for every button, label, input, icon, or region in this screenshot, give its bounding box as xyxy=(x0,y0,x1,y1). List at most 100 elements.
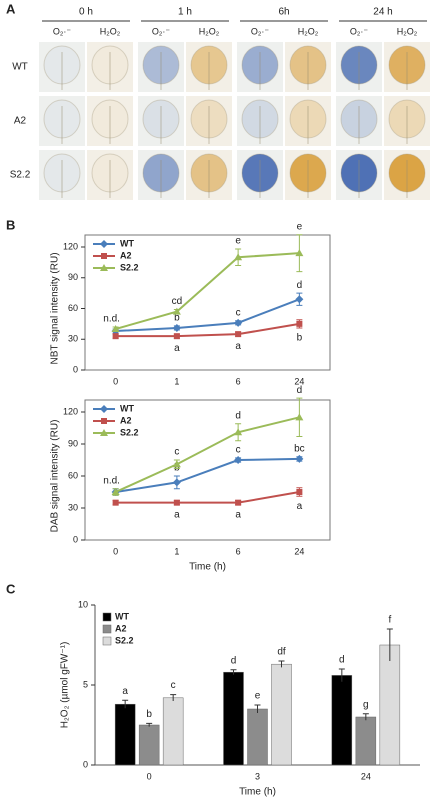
x-tick-label: 24 xyxy=(361,771,371,781)
significance-letter: e xyxy=(297,221,303,232)
x-tick-label: 6 xyxy=(236,546,241,556)
x-tick-label: 3 xyxy=(255,771,260,781)
significance-letter: cd xyxy=(172,296,183,307)
error-bar xyxy=(338,668,345,682)
error-bar xyxy=(146,722,153,727)
marker xyxy=(112,333,119,340)
marker xyxy=(172,307,181,315)
x-tick-label: 0 xyxy=(113,546,118,556)
marker xyxy=(172,323,181,332)
bar xyxy=(247,708,268,766)
legend-swatch xyxy=(102,636,112,646)
significance-letter: e xyxy=(235,236,241,247)
marker xyxy=(172,478,181,487)
marker xyxy=(111,488,120,495)
legend-marker xyxy=(100,405,108,413)
row-label: WT xyxy=(12,62,28,73)
series-line xyxy=(115,252,300,330)
y-axis-title: H₂O₂ (µmol gFW⁻¹) xyxy=(60,642,71,729)
marker xyxy=(296,489,303,495)
row-label: A2 xyxy=(14,116,27,127)
x-tick-label: 6 xyxy=(236,376,241,386)
legend-marker xyxy=(101,418,107,424)
marker xyxy=(235,499,242,506)
significance-letter: d xyxy=(297,280,303,291)
bar xyxy=(223,671,244,766)
legend-label: WT xyxy=(115,611,129,621)
y-tick-label: 0 xyxy=(73,364,78,374)
marker xyxy=(296,320,303,327)
stain-label: H₂O₂ xyxy=(100,26,121,36)
significance-letter: a xyxy=(235,509,241,520)
y-tick-label: 90 xyxy=(68,272,78,282)
y-tick-label: 30 xyxy=(68,334,78,344)
x-tick-label: 0 xyxy=(113,376,118,386)
legend-swatch xyxy=(102,624,112,634)
marker xyxy=(295,295,304,304)
x-axis-title: Time (h) xyxy=(239,787,276,797)
legend-label: A2 xyxy=(115,623,127,633)
time-header: 24 h xyxy=(373,7,392,18)
marker xyxy=(111,325,120,332)
stain-label: H₂O₂ xyxy=(199,26,220,36)
legend-label: A2 xyxy=(120,250,132,260)
significance-letter: d xyxy=(297,385,303,396)
significance-letter: d xyxy=(231,655,237,666)
marker xyxy=(234,428,243,436)
series-line xyxy=(115,491,300,504)
x-tick-label: 1 xyxy=(174,376,179,386)
error-bar xyxy=(254,704,261,713)
stain-label: O₂·⁻ xyxy=(251,26,269,36)
significance-letter: c xyxy=(236,307,241,318)
error-bar xyxy=(386,628,393,661)
plot-frame xyxy=(84,399,331,541)
series-line xyxy=(115,298,300,333)
significance-letter: a xyxy=(235,341,241,352)
series-line xyxy=(115,416,300,493)
y-tick-label: 120 xyxy=(63,406,78,416)
y-axis-title: DAB signal intensity (RU) xyxy=(50,420,61,533)
stain-label: O₂·⁻ xyxy=(152,26,170,36)
legend-marker xyxy=(100,264,108,271)
bar xyxy=(162,697,184,766)
legend-label: A2 xyxy=(120,415,132,425)
marker xyxy=(173,333,180,340)
y-tick-label: 0 xyxy=(83,759,88,769)
significance-letter: e xyxy=(255,691,261,702)
error-bar xyxy=(278,660,285,668)
significance-letter: b xyxy=(297,333,303,344)
legend-label: S2.2 xyxy=(115,635,134,645)
time-header: 0 h xyxy=(79,7,93,18)
significance-letter: c xyxy=(236,445,241,456)
legend-marker xyxy=(100,240,108,248)
marker xyxy=(112,499,119,506)
error-bar xyxy=(170,694,177,701)
bar xyxy=(138,724,160,766)
marker xyxy=(235,331,242,338)
stain-label: O₂·⁻ xyxy=(53,26,71,36)
significance-letter: d xyxy=(235,410,241,421)
y-tick-label: 5 xyxy=(83,679,88,689)
stain-label: H₂O₂ xyxy=(397,26,418,36)
legend-label: WT xyxy=(120,238,134,248)
significance-letter: n.d. xyxy=(103,475,120,486)
y-tick-label: 60 xyxy=(68,303,78,313)
x-tick-label: 24 xyxy=(294,376,304,386)
marker xyxy=(234,253,243,261)
bar xyxy=(379,644,401,766)
series-line xyxy=(115,322,300,338)
row-label: S2.2 xyxy=(10,170,31,181)
significance-letter: b xyxy=(174,313,180,324)
significance-letter: a xyxy=(174,509,180,520)
significance-letter: f xyxy=(388,615,391,626)
marker xyxy=(295,413,304,421)
error-bar xyxy=(122,699,129,709)
panel-label: B xyxy=(6,217,15,232)
significance-letter: c xyxy=(171,680,176,691)
bar xyxy=(331,675,353,766)
y-axis-title: NBT signal intensity (RU) xyxy=(50,252,61,364)
panel-label: C xyxy=(6,581,16,596)
marker xyxy=(234,318,243,327)
plot-frame xyxy=(84,234,331,371)
legend-swatch xyxy=(102,612,112,622)
